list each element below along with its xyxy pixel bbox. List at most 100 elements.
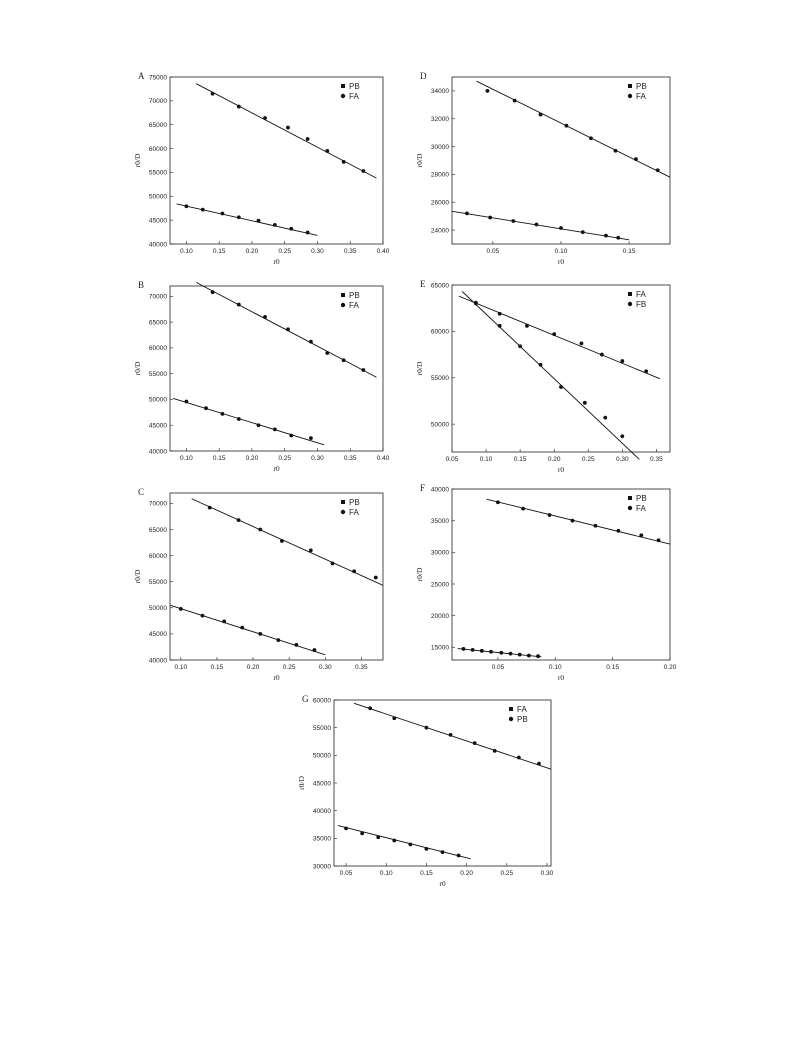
y-tick-label: 26000 xyxy=(431,200,449,207)
y-tick-label: 32000 xyxy=(431,116,449,123)
data-point xyxy=(360,831,365,836)
data-point xyxy=(204,406,208,411)
data-point xyxy=(368,706,373,711)
fit-line xyxy=(191,498,384,586)
x-tick-label: 0.15 xyxy=(213,455,226,462)
y-tick-label: 50000 xyxy=(431,421,449,428)
data-point xyxy=(272,427,277,432)
y-tick-label: 55000 xyxy=(149,170,167,177)
data-point xyxy=(536,654,540,659)
data-point xyxy=(344,826,348,831)
data-point xyxy=(580,230,585,235)
data-point xyxy=(312,648,317,652)
data-point xyxy=(570,518,575,523)
y-tick-label: 65000 xyxy=(149,319,167,326)
data-point xyxy=(200,207,205,212)
x-axis-label: r0 xyxy=(558,465,564,474)
y-tick-label: 65000 xyxy=(149,122,167,129)
y-tick-label: 50000 xyxy=(149,397,167,404)
y-tick-label: 65000 xyxy=(431,282,449,289)
x-tick-label: 0.35 xyxy=(344,455,357,462)
data-point xyxy=(236,104,241,109)
data-point xyxy=(308,548,313,553)
x-tick-label: 0.15 xyxy=(514,456,527,463)
y-tick-label: 55000 xyxy=(149,579,167,586)
y-tick-label: 40000 xyxy=(149,448,167,455)
y-tick-label: 50000 xyxy=(313,753,331,760)
y-tick-label: 40000 xyxy=(149,657,167,664)
panel-label: E xyxy=(420,279,426,289)
data-point xyxy=(220,211,225,216)
data-point xyxy=(376,835,381,840)
legend-label: PB xyxy=(636,494,647,503)
chart-panel-g: G 0.05 0.10 0.15 0.20 0.25 0.30 30000 35000 40000… xyxy=(297,694,554,888)
data-point xyxy=(508,651,513,656)
data-point xyxy=(537,761,541,766)
x-axis-label: r0 xyxy=(273,464,279,473)
panel-label: G xyxy=(302,694,309,704)
data-point xyxy=(613,148,618,153)
y-tick-label: 60000 xyxy=(149,345,167,352)
y-tick-label: 30000 xyxy=(313,863,331,870)
y-axis-label: r0/D xyxy=(297,776,306,790)
y-tick-label: 40000 xyxy=(313,808,331,815)
legend-circle-marker xyxy=(627,505,633,511)
data-point xyxy=(258,527,263,532)
y-tick-label: 45000 xyxy=(313,780,331,787)
data-point xyxy=(465,211,469,216)
data-point xyxy=(236,302,241,307)
chart-panel-a: A 0.10 0.15 0.20 0.25 0.30 0.35 0.40 40000 45000 5… xyxy=(133,71,390,266)
y-tick-label: 34000 xyxy=(431,88,449,95)
data-point xyxy=(526,653,531,658)
y-tick-label: 45000 xyxy=(149,217,167,224)
data-point xyxy=(240,625,245,630)
data-point xyxy=(489,649,493,654)
x-tick-label: 0.30 xyxy=(319,664,332,671)
legend-square-marker xyxy=(341,293,345,297)
x-tick-label: 0.25 xyxy=(582,456,595,463)
legend-circle-marker xyxy=(627,93,633,99)
y-tick-label: 70000 xyxy=(149,501,167,508)
x-axis-label: r0 xyxy=(558,673,564,682)
data-point xyxy=(492,749,497,753)
legend-square-marker xyxy=(628,496,632,500)
x-tick-label: 0.10 xyxy=(180,248,193,255)
data-point xyxy=(286,125,290,130)
data-point xyxy=(305,230,310,235)
legend-circle-marker xyxy=(340,93,346,99)
data-point xyxy=(639,533,644,538)
x-tick-label: 0.15 xyxy=(213,248,226,255)
legend-square-marker xyxy=(341,84,345,88)
data-point xyxy=(603,415,608,420)
plot-frame xyxy=(169,285,384,452)
x-tick-label: 0.35 xyxy=(650,456,663,463)
data-point xyxy=(424,725,429,730)
data-point xyxy=(499,650,504,655)
chart-panel-f: F 0.05 0.10 0.15 0.20 15000 20000 25000 30000 350… xyxy=(415,483,677,682)
data-point xyxy=(352,569,357,574)
data-point xyxy=(656,538,661,543)
panel-label: A xyxy=(138,71,145,81)
panel-label: B xyxy=(138,280,144,290)
y-tick-label: 28000 xyxy=(431,172,449,179)
data-point xyxy=(512,98,517,103)
x-tick-label: 0.35 xyxy=(355,664,368,671)
legend-label: FB xyxy=(636,300,646,309)
data-point xyxy=(521,506,526,511)
data-point xyxy=(440,850,445,855)
x-axis-label: r0 xyxy=(439,879,445,888)
legend-label: PB xyxy=(517,715,528,724)
y-tick-label: 25000 xyxy=(431,581,449,588)
fit-line xyxy=(337,825,471,860)
data-point xyxy=(200,613,205,618)
legend-circle-marker xyxy=(627,301,633,307)
x-tick-label: 0.20 xyxy=(460,870,473,877)
plot-frame xyxy=(451,284,671,453)
data-point xyxy=(222,619,227,624)
data-point xyxy=(424,846,429,851)
data-point xyxy=(518,344,523,349)
data-point xyxy=(210,91,215,96)
data-point xyxy=(330,561,335,566)
y-tick-label: 50000 xyxy=(149,605,167,612)
